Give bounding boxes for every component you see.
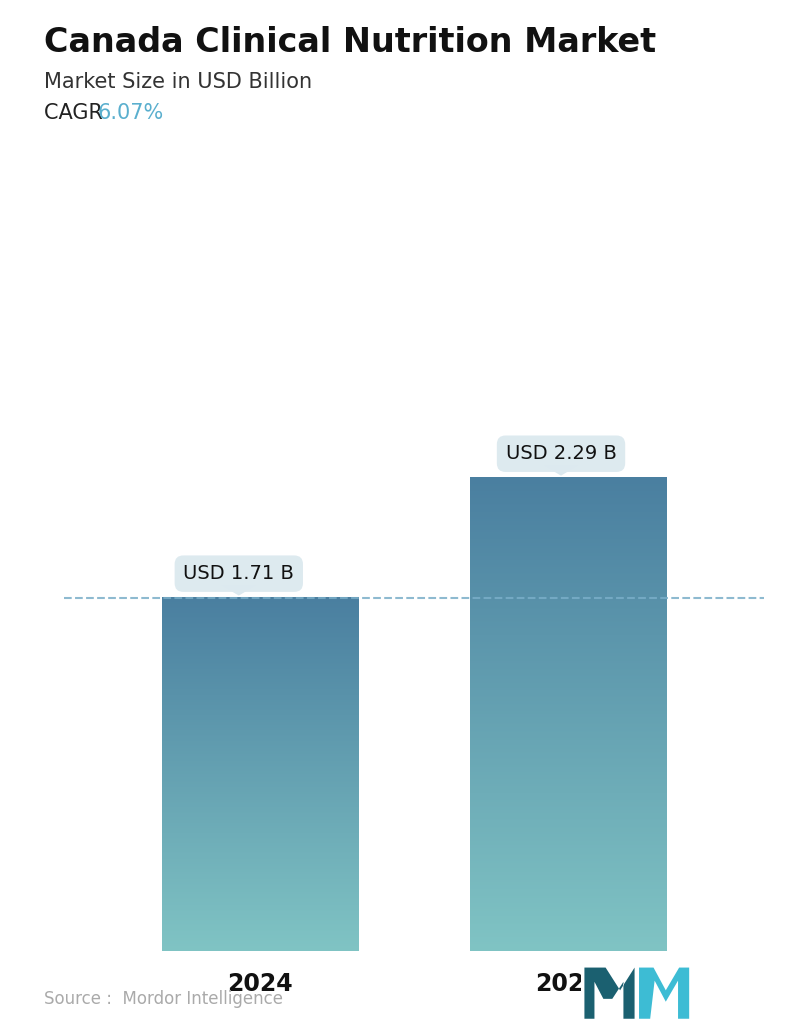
Polygon shape [584, 968, 634, 1018]
Text: Market Size in USD Billion: Market Size in USD Billion [44, 72, 312, 92]
Text: 6.07%: 6.07% [98, 103, 164, 123]
Text: Source :  Mordor Intelligence: Source : Mordor Intelligence [44, 991, 283, 1008]
Polygon shape [544, 465, 579, 476]
Text: USD 2.29 B: USD 2.29 B [505, 445, 616, 463]
Text: Canada Clinical Nutrition Market: Canada Clinical Nutrition Market [44, 26, 656, 59]
Text: 2029: 2029 [535, 972, 601, 996]
Polygon shape [221, 585, 256, 596]
Text: CAGR: CAGR [44, 103, 109, 123]
Text: 2024: 2024 [227, 972, 293, 996]
Polygon shape [639, 968, 689, 1018]
Text: USD 1.71 B: USD 1.71 B [183, 565, 295, 583]
